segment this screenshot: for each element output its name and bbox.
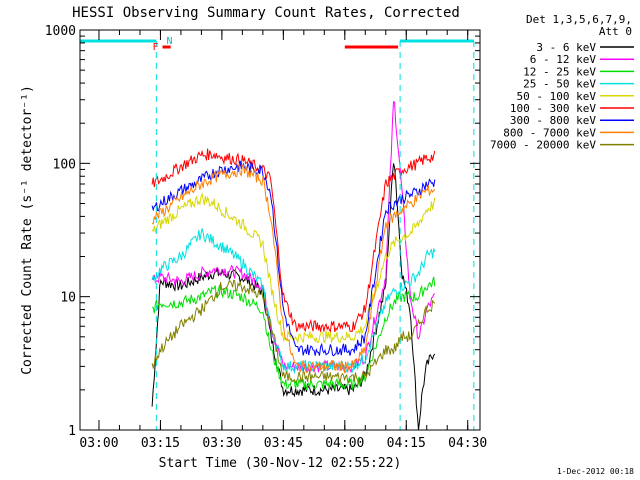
y-tick-label: 100: [53, 157, 76, 172]
series-line-5: [151, 148, 436, 333]
night-marker: N: [166, 36, 172, 47]
series-line-0: [151, 163, 436, 431]
plot-data-layer: [151, 100, 436, 431]
y-tick-label: 1: [68, 424, 76, 439]
legend-label: 3 - 6 keV: [536, 41, 596, 54]
series-line-7: [151, 163, 436, 375]
series-line-1: [151, 100, 436, 374]
y-axis: 1 10 100 1000: [45, 24, 480, 439]
x-tick-label: 03:45: [264, 436, 303, 451]
y-axis-label: Corrected Count Rate (s⁻¹ detector⁻¹): [20, 85, 35, 375]
x-axis-label: Start Time (30-Nov-12 02:55:22): [159, 456, 402, 471]
legend-label: 7000 - 20000 keV: [490, 139, 596, 152]
timestamp: 1-Dec-2012 00:18: [557, 467, 634, 476]
legend-label: 800 - 7000 keV: [503, 126, 596, 139]
chart-title: HESSI Observing Summary Count Rates, Cor…: [72, 5, 460, 21]
y-tick-label: 1000: [45, 24, 76, 39]
legend-header-attenuator: Att 0: [599, 25, 632, 38]
series-line-8: [151, 279, 436, 385]
y-tick-label: 10: [60, 291, 76, 306]
legend-label: 100 - 300 keV: [510, 102, 596, 115]
x-tick-label: 04:00: [325, 436, 364, 451]
x-tick-label: 03:00: [79, 436, 118, 451]
series-line-6: [151, 160, 436, 357]
legend-label: 12 - 25 keV: [523, 65, 596, 78]
legend-label: 300 - 800 keV: [510, 114, 596, 127]
x-tick-label: 03:30: [202, 436, 241, 451]
plot-frame: [79, 29, 481, 431]
series-line-3: [151, 228, 436, 375]
x-tick-label: 04:15: [387, 436, 426, 451]
annotations-layer: FN: [80, 36, 475, 430]
x-tick-label: 03:15: [141, 436, 180, 451]
legend-header-detectors: Det 1,3,5,6,7,9,: [526, 13, 632, 26]
legend-label: 50 - 100 keV: [517, 90, 597, 103]
flare-marker: F: [152, 42, 158, 53]
x-axis: 03:00 03:15 03:30 03:45 04:00 04:15 04:30: [79, 30, 487, 451]
legend-label: 6 - 12 keV: [530, 53, 597, 66]
x-tick-label: 04:30: [448, 436, 487, 451]
legend-label: 25 - 50 keV: [523, 78, 596, 91]
